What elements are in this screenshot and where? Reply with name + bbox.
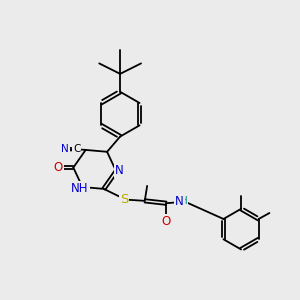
Text: N: N [61, 144, 69, 154]
Text: O: O [53, 161, 63, 174]
Text: N: N [115, 164, 124, 177]
Text: C: C [73, 144, 80, 154]
Text: H: H [180, 196, 188, 206]
Text: S: S [120, 193, 128, 206]
Text: N: N [175, 195, 184, 208]
Text: O: O [162, 214, 171, 228]
Text: NH: NH [71, 182, 89, 195]
